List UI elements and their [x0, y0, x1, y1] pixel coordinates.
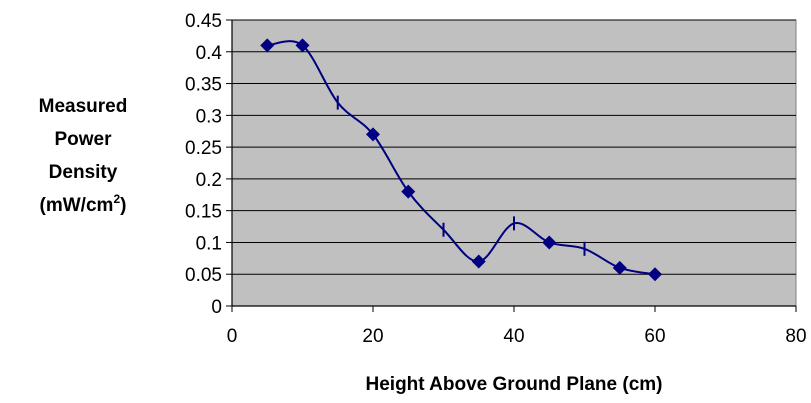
y-tick-label: 0.3 — [196, 106, 222, 127]
data-point-diamond — [260, 38, 275, 53]
y-tick-label: 0.15 — [185, 202, 222, 223]
data-point-diamond — [612, 260, 627, 275]
y-tick-label: 0.45 — [185, 11, 222, 32]
x-tick-label: 20 — [362, 326, 383, 347]
series-line — [267, 40, 656, 276]
y-axis-title-line-2: Power — [54, 129, 112, 150]
plot-area — [231, 19, 797, 307]
y-axis-unit-exponent: 2 — [113, 192, 120, 206]
y-axis-unit-base: (mW/cm — [40, 195, 114, 216]
x-axis-title: Height Above Ground Plane (cm) — [366, 374, 663, 395]
x-tick-label: 60 — [644, 326, 665, 347]
y-tick-label: 0 — [211, 297, 222, 318]
x-tick-label: 40 — [503, 326, 524, 347]
y-tick-label: 0.2 — [196, 170, 222, 191]
y-tick-labels: 0 0.05 0.1 0.15 0.2 0.25 0.3 0.35 0.4 0.45 — [185, 11, 222, 318]
y-tick-label: 0.4 — [196, 43, 223, 64]
y-tick-label: 0.05 — [185, 265, 222, 286]
data-point-diamond — [401, 184, 416, 199]
y-axis-unit-close: ) — [120, 195, 126, 216]
x-tick-labels: 0 20 40 60 80 — [227, 326, 807, 347]
data-point-diamond — [295, 38, 310, 53]
y-tick-label: 0.25 — [185, 138, 222, 159]
data-point-diamond — [471, 254, 486, 269]
x-tick-label: 80 — [785, 326, 806, 347]
y-axis-title-line-1: Measured — [39, 96, 128, 117]
y-axis-title: Measured Power Density (mW/cm2) — [39, 96, 128, 216]
axes — [231, 20, 796, 307]
data-point-diamond — [542, 235, 557, 250]
x-tick-label: 0 — [227, 326, 238, 347]
data-markers — [260, 38, 662, 282]
data-point-diamond — [366, 127, 380, 142]
y-axis-title-line-4: (mW/cm2) — [40, 192, 127, 216]
y-tick-label: 0.1 — [196, 233, 222, 254]
y-tick-label: 0.35 — [185, 75, 222, 96]
y-axis-title-line-3: Density — [49, 162, 118, 183]
data-point-diamond — [648, 267, 662, 282]
